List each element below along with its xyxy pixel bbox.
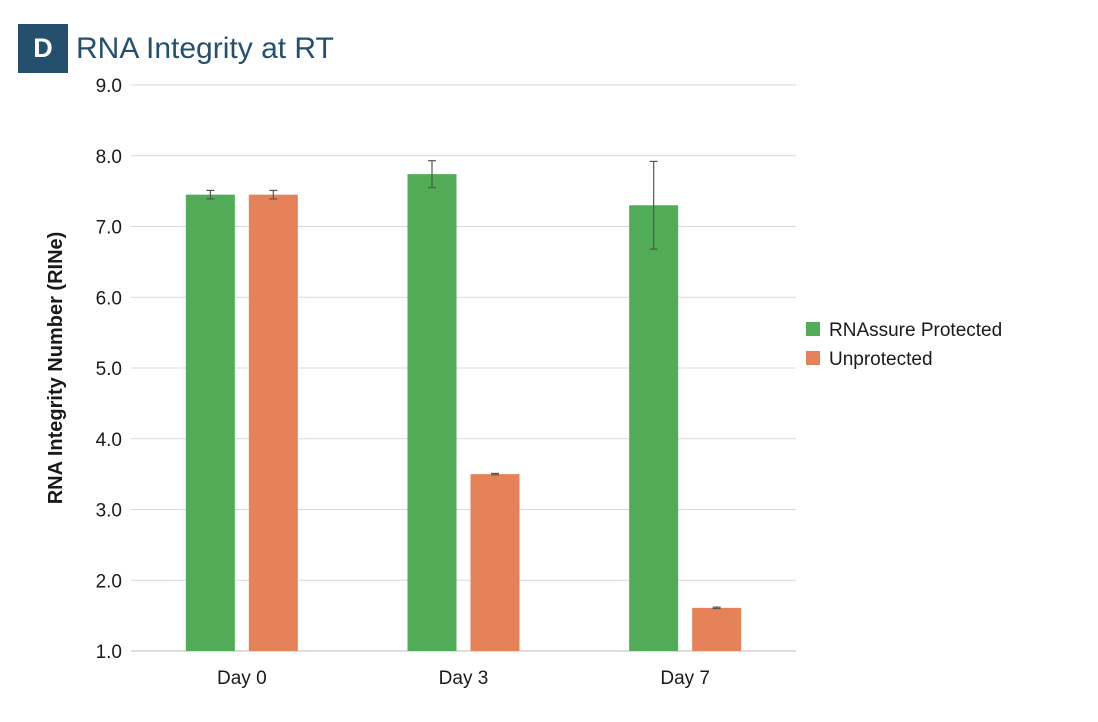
y-tick-label: 8.0 (96, 147, 122, 168)
legend-swatch (806, 322, 820, 336)
y-tick-label: 4.0 (96, 430, 122, 451)
bar (470, 474, 520, 651)
y-tick-label: 9.0 (96, 76, 122, 97)
bar (629, 205, 679, 651)
chart-title: RNA Integrity at RT (76, 32, 334, 65)
y-tick-label: 7.0 (96, 218, 122, 239)
legend: RNAssure Protected Unprotected (806, 320, 1002, 370)
x-tick-label: Day 3 (439, 668, 489, 689)
gridlines (131, 84, 796, 652)
legend-label: RNAssure Protected (829, 320, 1002, 341)
x-tick-label: Day 0 (217, 668, 267, 689)
axis-ticks: 1.0 2.0 3.0 4.0 5.0 6.0 7.0 8.0 9.0 Day 0 Day 3 Day… (96, 76, 710, 689)
bar (185, 194, 235, 651)
bar (248, 194, 298, 651)
bars (185, 174, 742, 651)
y-tick-label: 6.0 (96, 288, 122, 309)
y-tick-label: 5.0 (96, 359, 122, 380)
bar (692, 607, 742, 651)
y-tick-label: 2.0 (96, 571, 122, 592)
y-axis-title: RNA Integrity Number (RINe) (45, 232, 67, 505)
legend-swatch (806, 351, 820, 365)
x-tick-label: Day 7 (660, 668, 710, 689)
panel-label-badge: D (18, 24, 68, 73)
bar (407, 174, 457, 651)
y-tick-label: 3.0 (96, 501, 122, 522)
error-bars (206, 160, 721, 610)
y-tick-label: 1.0 (96, 642, 122, 663)
legend-label: Unprotected (829, 349, 933, 370)
